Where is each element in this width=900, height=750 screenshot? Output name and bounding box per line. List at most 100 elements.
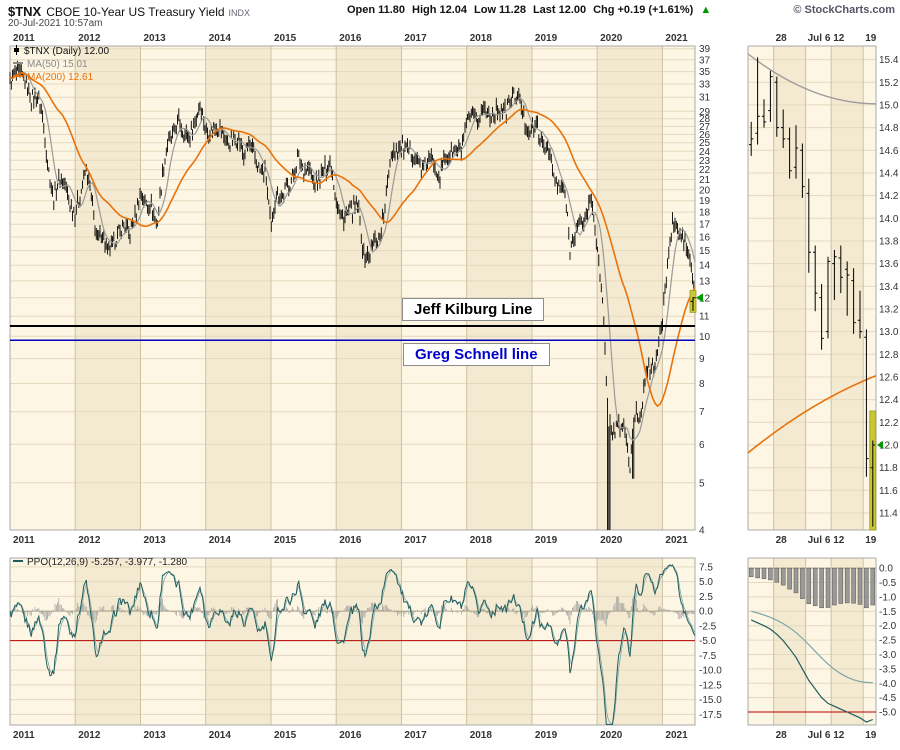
svg-text:26: 26 [699, 130, 711, 141]
main-legend: $TNX (Daily) 12.00 MA(50) 15.01 MA(200) … [13, 45, 109, 84]
svg-text:-2.5: -2.5 [699, 621, 717, 632]
svg-text:19: 19 [865, 535, 877, 546]
svg-text:6: 6 [699, 440, 705, 451]
chg-label: Chg [593, 4, 615, 16]
svg-text:19: 19 [865, 33, 877, 44]
svg-text:16: 16 [699, 233, 711, 244]
svg-text:2018: 2018 [470, 33, 493, 44]
svg-text:2021: 2021 [665, 730, 688, 741]
svg-text:17: 17 [699, 220, 711, 231]
svg-text:-12.5: -12.5 [699, 680, 722, 691]
svg-text:23: 23 [699, 156, 711, 167]
svg-text:-2.5: -2.5 [879, 636, 897, 647]
svg-text:2011: 2011 [13, 535, 35, 546]
svg-text:0.0: 0.0 [879, 564, 893, 575]
svg-text:-5.0: -5.0 [699, 636, 717, 647]
svg-text:2013: 2013 [144, 535, 167, 546]
svg-text:15.2: 15.2 [879, 78, 899, 89]
svg-text:-4.5: -4.5 [879, 693, 897, 704]
svg-text:14.6: 14.6 [879, 146, 899, 157]
svg-text:11.4: 11.4 [879, 509, 898, 520]
svg-text:14.2: 14.2 [879, 191, 899, 202]
svg-text:2012: 2012 [78, 535, 101, 546]
jeff-kilburg-line-label: Jeff Kilburg Line [402, 298, 545, 321]
svg-text:-4.0: -4.0 [879, 679, 897, 690]
svg-text:2017: 2017 [404, 535, 427, 546]
svg-text:2019: 2019 [535, 535, 558, 546]
last-price-marker [696, 293, 703, 303]
svg-text:2014: 2014 [209, 730, 232, 741]
svg-text:Jul 6: Jul 6 [808, 33, 831, 44]
svg-text:2017: 2017 [404, 730, 427, 741]
svg-text:15: 15 [699, 246, 711, 257]
ppo-legend: PPO(12,26,9) -5.257, -3.977, -1.280 [13, 556, 187, 569]
svg-text:12.6: 12.6 [879, 373, 899, 384]
svg-text:22: 22 [699, 165, 711, 176]
svg-text:13.8: 13.8 [879, 237, 899, 248]
svg-text:-1.5: -1.5 [879, 607, 897, 618]
svg-text:18: 18 [699, 208, 711, 219]
svg-text:2020: 2020 [600, 33, 623, 44]
chg-value: +0.19 (+1.61%) [617, 4, 694, 16]
svg-text:28: 28 [776, 535, 788, 546]
svg-text:0.0: 0.0 [699, 607, 713, 618]
svg-text:2014: 2014 [209, 535, 232, 546]
inset-last-price-marker [877, 441, 883, 449]
svg-text:2014: 2014 [209, 33, 232, 44]
svg-text:13.4: 13.4 [879, 282, 899, 293]
svg-text:14.8: 14.8 [879, 123, 899, 134]
svg-text:11: 11 [699, 312, 710, 323]
ppo-inset-signal-line [751, 610, 873, 684]
svg-text:39: 39 [699, 44, 711, 55]
svg-text:Jul 6: Jul 6 [808, 730, 831, 741]
svg-text:2013: 2013 [144, 33, 167, 44]
svg-text:12.0: 12.0 [879, 441, 899, 452]
svg-text:-2.0: -2.0 [879, 621, 897, 632]
svg-text:13.6: 13.6 [879, 259, 899, 270]
svg-text:2021: 2021 [665, 33, 688, 44]
legend-ppo-values: -5.257, -3.977, -1.280 [90, 557, 188, 568]
svg-text:12.8: 12.8 [879, 350, 899, 361]
svg-text:12: 12 [833, 33, 845, 44]
svg-text:7.5: 7.5 [699, 562, 713, 573]
exchange-tag: INDX [228, 8, 251, 18]
ma200-swatch-icon [13, 75, 23, 77]
svg-text:2015: 2015 [274, 535, 297, 546]
legend-ma50: MA(50) 15.01 [27, 59, 88, 70]
legend-ma50-row: MA(50) 15.01 [13, 58, 109, 71]
svg-text:2017: 2017 [404, 33, 427, 44]
stockcharts-credit: © StockCharts.com [793, 4, 895, 16]
open-value: 11.80 [378, 4, 406, 16]
open-label: Open [347, 4, 376, 16]
up-arrow-icon: ▲ [700, 4, 712, 16]
legend-symbol-line: $TNX (Daily) 12.00 [24, 46, 110, 57]
svg-text:-1.0: -1.0 [879, 592, 897, 603]
svg-text:-7.5: -7.5 [699, 651, 717, 662]
svg-text:33: 33 [699, 80, 711, 91]
svg-text:-5.0: -5.0 [879, 708, 897, 719]
ma50-line [9, 71, 696, 441]
svg-text:14.0: 14.0 [879, 214, 899, 225]
svg-text:2021: 2021 [665, 535, 688, 546]
svg-text:-3.5: -3.5 [879, 664, 897, 675]
svg-text:2011: 2011 [13, 33, 35, 44]
svg-text:13.2: 13.2 [879, 305, 899, 316]
svg-text:2015: 2015 [274, 33, 297, 44]
ppo-indicator-panel: 7.5 5.0 2.5 0.0 -2.5 -5.0 -7.5 -10.0 -12.5 -15.0 -… [9, 557, 722, 741]
inset-ma200-line [747, 375, 877, 454]
svg-text:4: 4 [699, 526, 705, 537]
high-value: 12.04 [439, 4, 468, 16]
svg-text:5: 5 [699, 478, 705, 489]
svg-text:2013: 2013 [144, 730, 167, 741]
inset-ma50-line [747, 53, 877, 105]
svg-text:2011: 2011 [13, 730, 35, 741]
svg-text:12: 12 [833, 535, 845, 546]
svg-text:8: 8 [699, 379, 705, 390]
svg-text:11.6: 11.6 [879, 486, 898, 497]
quote-strip: Open 11.80 High 12.04 Low 11.28 Last 12.00 Chg +0… [347, 4, 711, 16]
svg-text:-10.0: -10.0 [699, 666, 722, 677]
svg-text:2019: 2019 [535, 33, 558, 44]
zoom-inset-price-chart: 11.4 11.6 11.8 12.0 12.2 12.4 12.6 12.8 13.0 13.2… [747, 33, 899, 546]
svg-text:2020: 2020 [600, 535, 623, 546]
